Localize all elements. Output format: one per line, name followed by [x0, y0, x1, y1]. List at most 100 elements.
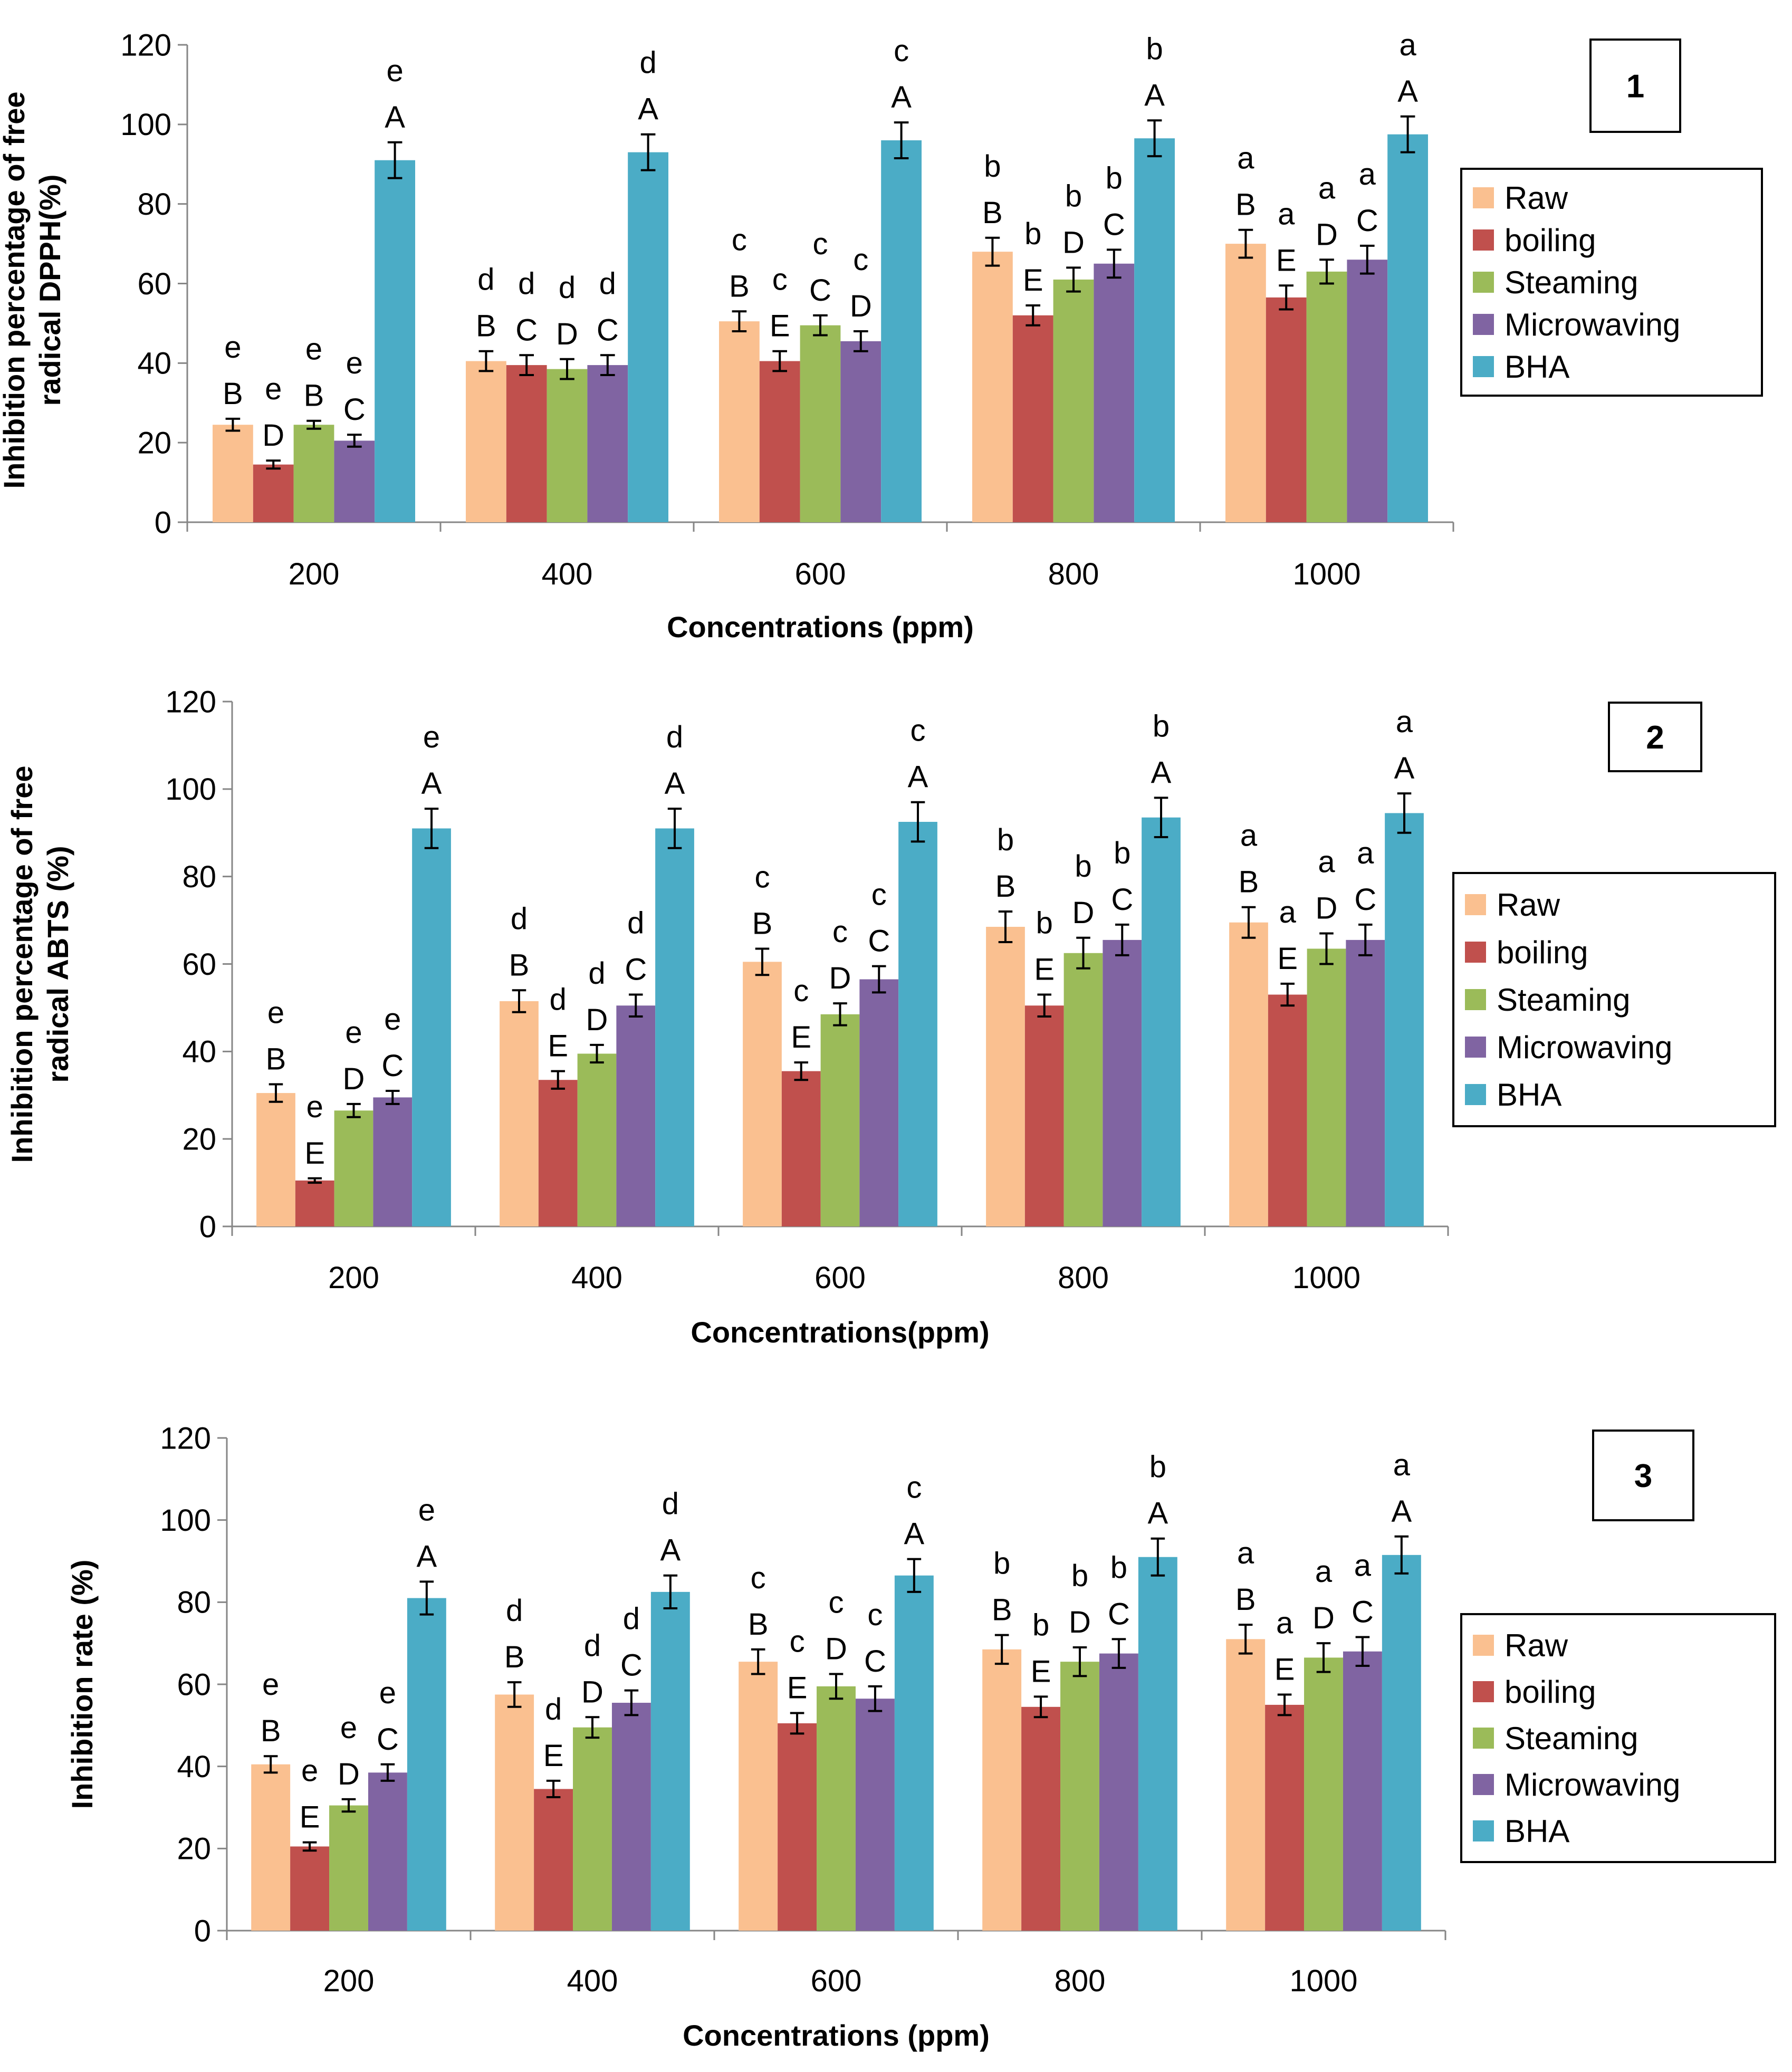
significance-letter-upper: D: [825, 1632, 847, 1666]
bar: [1226, 1639, 1266, 1931]
bar: [1306, 271, 1347, 522]
significance-letter-lower: a: [1279, 895, 1297, 929]
significance-letter-lower: e: [423, 720, 440, 754]
significance-letter-lower: b: [1106, 161, 1123, 195]
significance-letter-lower: b: [984, 149, 1001, 184]
significance-letter-upper: D: [1069, 1605, 1091, 1639]
x-tick-label: 200: [289, 557, 340, 591]
bar: [538, 1080, 578, 1226]
significance-letter-upper: D: [1312, 1601, 1335, 1635]
significance-letter-upper: C: [868, 924, 890, 958]
significance-letter-upper: C: [1352, 1595, 1374, 1629]
y-tick-label: 80: [137, 187, 171, 222]
y-tick-label: 120: [165, 685, 216, 719]
x-tick-label: 800: [1055, 1964, 1106, 1998]
significance-letter-upper: B: [223, 377, 243, 411]
significance-letter-lower: d: [599, 266, 616, 301]
significance-letter-lower: b: [1024, 217, 1041, 251]
significance-letter-lower: e: [346, 346, 363, 380]
significance-letter-lower: c: [793, 974, 809, 1008]
bar: [759, 361, 800, 522]
legend-swatch: [1473, 187, 1494, 208]
significance-letter-lower: c: [906, 1471, 922, 1505]
bar: [982, 1649, 1022, 1931]
legend-label: Raw: [1497, 887, 1560, 923]
legend-label: Microwaving: [1504, 307, 1680, 342]
significance-letter-lower: e: [305, 332, 322, 367]
bar: [373, 1097, 413, 1226]
bar: [881, 140, 922, 522]
x-tick-label: 800: [1048, 557, 1099, 591]
significance-letter-upper: A: [638, 92, 658, 127]
y-axis-title-line: Inhibition rate (%): [65, 1560, 99, 1809]
legend-box: [1460, 1613, 1776, 1863]
bar: [407, 1598, 446, 1931]
significance-letter-upper: D: [1316, 891, 1338, 925]
significance-letter-lower: b: [1146, 32, 1163, 66]
legend-label: Raw: [1504, 180, 1568, 216]
significance-letter-upper: B: [304, 379, 324, 413]
bar: [894, 1575, 934, 1931]
significance-letter-upper: B: [992, 1593, 1012, 1627]
legend-label: Microwaving: [1497, 1030, 1672, 1065]
significance-letter-upper: C: [625, 953, 647, 987]
significance-letter-lower: e: [345, 1015, 362, 1050]
bar: [1343, 1651, 1382, 1931]
bar: [1063, 953, 1103, 1226]
significance-letter-lower: e: [262, 1667, 279, 1702]
significance-letter-upper: D: [262, 418, 284, 453]
bar: [290, 1846, 330, 1931]
legend-label: Microwaving: [1504, 1767, 1680, 1802]
bar: [1021, 1706, 1061, 1931]
bar: [334, 440, 375, 522]
x-tick-label: 600: [811, 1964, 862, 1998]
legend-swatch: [1465, 989, 1486, 1010]
x-tick-label: 400: [571, 1261, 622, 1295]
bar: [1053, 279, 1094, 522]
y-tick-label: 20: [177, 1832, 211, 1866]
bar: [1138, 1557, 1177, 1931]
x-tick-label: 400: [542, 557, 593, 591]
legend-label: BHA: [1497, 1077, 1561, 1112]
significance-letter-upper: E: [791, 1020, 811, 1054]
significance-letter-upper: E: [1277, 942, 1298, 976]
significance-letter-upper: C: [1356, 204, 1378, 238]
significance-letter-lower: b: [1149, 1450, 1166, 1484]
significance-letter-upper: C: [597, 313, 619, 347]
significance-letter-upper: B: [266, 1042, 286, 1077]
legend-label: Steaming: [1504, 265, 1638, 300]
significance-letter-lower: e: [418, 1493, 435, 1527]
bar: [855, 1699, 895, 1931]
significance-letter-lower: c: [732, 223, 747, 257]
significance-letter-upper: A: [1397, 74, 1418, 109]
significance-letter-lower: d: [518, 266, 535, 301]
y-tick-label: 60: [182, 947, 216, 982]
significance-letter-upper: D: [850, 289, 872, 323]
significance-letter-upper: B: [476, 309, 496, 343]
panel-number: 3: [1634, 1458, 1652, 1494]
significance-letter-upper: B: [982, 196, 1003, 230]
bar: [1094, 263, 1135, 522]
significance-letter-lower: c: [829, 1586, 844, 1620]
y-axis-title: Inhibition percentage of freeradical DPP…: [0, 92, 66, 489]
significance-letter-upper: E: [543, 1739, 564, 1773]
bar: [898, 822, 937, 1226]
significance-letter-upper: C: [1108, 1597, 1130, 1631]
significance-letter-lower: a: [1278, 197, 1295, 231]
significance-letter-upper: C: [620, 1648, 643, 1683]
bar: [495, 1694, 534, 1931]
bar: [1385, 813, 1424, 1226]
bar: [986, 927, 1025, 1226]
significance-letter-upper: A: [1394, 751, 1415, 785]
significance-letter-upper: E: [787, 1671, 808, 1705]
y-tick-label: 40: [177, 1750, 211, 1784]
significance-letter-upper: A: [908, 760, 928, 794]
bar: [739, 1662, 778, 1931]
significance-letter-upper: A: [1391, 1494, 1412, 1529]
bar: [293, 425, 334, 522]
significance-letter-lower: a: [1276, 1606, 1293, 1640]
y-tick-label: 100: [160, 1503, 211, 1538]
significance-letter-upper: D: [1062, 225, 1085, 260]
legend-swatch: [1465, 1037, 1486, 1058]
significance-letter-upper: B: [752, 906, 773, 941]
